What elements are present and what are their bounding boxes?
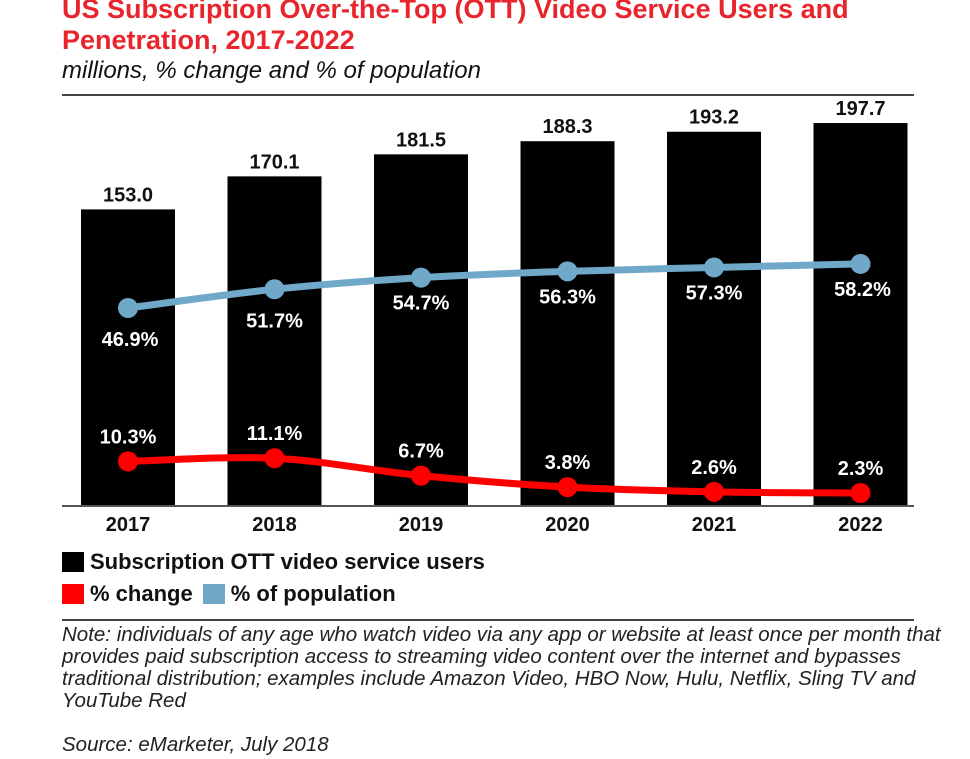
- population-line: [124, 260, 864, 312]
- population-label-2017: 46.9%: [102, 329, 159, 351]
- change-label-2018: 11.1%: [247, 423, 303, 445]
- combo-chart: 153.0 2017 170.1 2018 181.5 2019 188.3 2020 193.…: [62, 98, 914, 536]
- bar-2019: [374, 154, 468, 506]
- chart-source: Source: eMarketer, July 2018: [62, 733, 329, 756]
- bar-2021: [667, 131, 761, 505]
- change-point-2017: [118, 451, 138, 472]
- bar-value-label-2017: 153.0: [103, 184, 153, 206]
- change-label-2022: 2.3%: [838, 458, 884, 480]
- population-label-2019: 54.7%: [393, 293, 450, 315]
- change-label-2021: 2.6%: [691, 457, 737, 479]
- chart-note: Note: individuals of any age who watch v…: [62, 623, 941, 712]
- legend-swatch-users: [62, 552, 84, 572]
- bar-value-label-2022: 197.7: [835, 98, 885, 120]
- legend-swatch-population: [202, 584, 225, 604]
- change-point-2020: [557, 477, 578, 498]
- bar-2020: [520, 141, 615, 505]
- bar-value-label-2021: 193.2: [689, 107, 739, 129]
- bar-value-label-2020: 188.3: [542, 116, 592, 138]
- legend-row-1: Subscription OTT video service users: [62, 549, 495, 575]
- legend-label-change: % change: [90, 581, 193, 606]
- legend-item-population: % of population: [202, 581, 396, 607]
- population-point-2018: [264, 279, 285, 300]
- bar-value-label-2018: 170.1: [249, 151, 299, 173]
- population-label-2020: 56.3%: [539, 286, 596, 308]
- population-point-2021: [704, 257, 724, 278]
- change-label-2020: 3.8%: [545, 452, 591, 474]
- change-line: [124, 454, 864, 497]
- x-tick-label-2020: 2020: [545, 514, 590, 536]
- bar-value-label-2019: 181.5: [396, 129, 446, 151]
- chart-title: US Subscription Over-the-Top (OTT) Video…: [62, 0, 849, 55]
- change-point-2018: [264, 448, 285, 469]
- legend-item-users: Subscription OTT video service users: [62, 549, 485, 575]
- population-point-2022: [850, 253, 871, 274]
- change-point-2021: [704, 481, 724, 502]
- chart-subtitle: millions, % change and % of population: [62, 57, 481, 84]
- change-label-2019: 6.7%: [398, 441, 444, 463]
- legend-label-users: Subscription OTT video service users: [90, 549, 485, 574]
- legend-swatch-change: [62, 584, 84, 604]
- change-point-2022: [850, 483, 871, 503]
- population-point-2017: [118, 298, 138, 318]
- x-tick-label-2017: 2017: [106, 514, 151, 536]
- x-tick-label-2019: 2019: [399, 514, 444, 536]
- x-tick-label-2021: 2021: [692, 514, 737, 536]
- change-point-2019: [411, 465, 431, 486]
- note-divider: [62, 619, 914, 621]
- bar-2022: [813, 123, 908, 505]
- x-tick-label-2022: 2022: [838, 514, 883, 536]
- population-label-2022: 58.2%: [834, 279, 891, 301]
- population-point-2019: [411, 267, 431, 288]
- legend-item-change: % change: [62, 581, 193, 607]
- population-point-2020: [557, 261, 578, 282]
- change-label-2017: 10.3%: [100, 426, 157, 448]
- x-tick-label-2018: 2018: [252, 514, 297, 536]
- top-divider: [62, 94, 914, 96]
- population-label-2018: 51.7%: [246, 310, 303, 332]
- legend-label-population: % of population: [230, 581, 396, 606]
- population-label-2021: 57.3%: [686, 282, 743, 304]
- legend-row-2: % change % of population: [62, 581, 406, 607]
